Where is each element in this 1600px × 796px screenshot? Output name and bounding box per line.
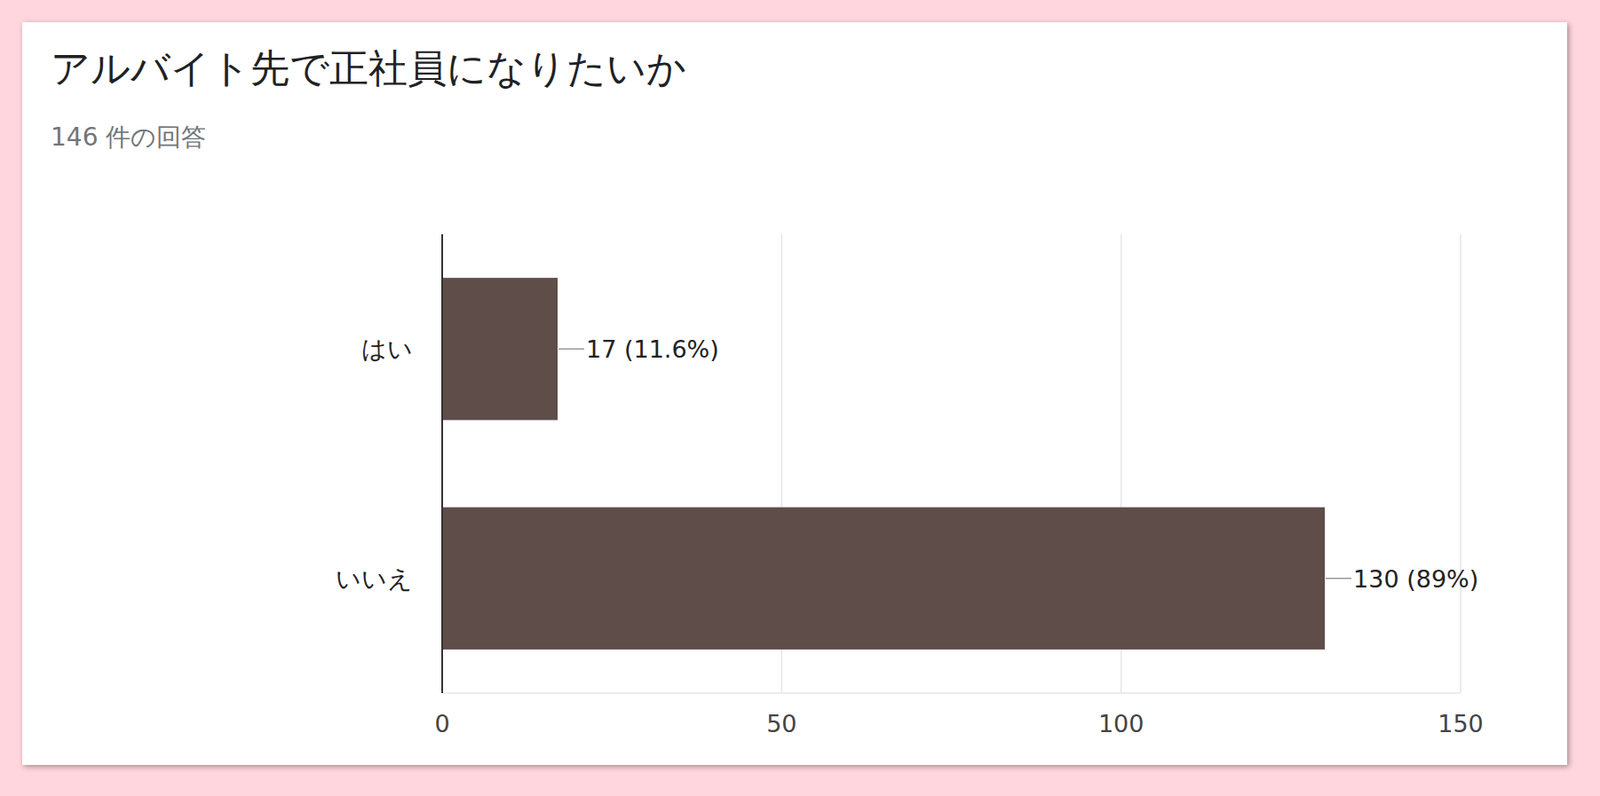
axis-line-x (442, 692, 1461, 695)
card (22, 22, 1568, 766)
tick-label: 50 (766, 710, 797, 738)
data-label: 17 (11.6%) (586, 335, 720, 364)
category-label: いいえ (335, 564, 413, 595)
bar (442, 507, 1325, 650)
tick-label: 150 (1437, 710, 1484, 738)
title: アルバイト先で正社員になりたいか (50, 45, 687, 91)
axis-line-y (441, 234, 444, 694)
category-label: はい (361, 334, 413, 365)
bars (442, 277, 1325, 650)
bar (442, 277, 558, 420)
label-leader (558, 348, 585, 351)
data-label: 130 (89%) (1353, 565, 1479, 594)
tick-label: 100 (1098, 710, 1145, 738)
subtitle: 146 件の回答 (50, 122, 206, 152)
tick-label: 0 (434, 710, 450, 738)
grid-line (1459, 234, 1462, 694)
chart: アルバイト先で正社員になりたいか 146 件の回答 0 50 100 150 はい 17 (1… (0, 0, 1600, 796)
grid-line (441, 234, 444, 694)
label-leader (1325, 578, 1352, 580)
